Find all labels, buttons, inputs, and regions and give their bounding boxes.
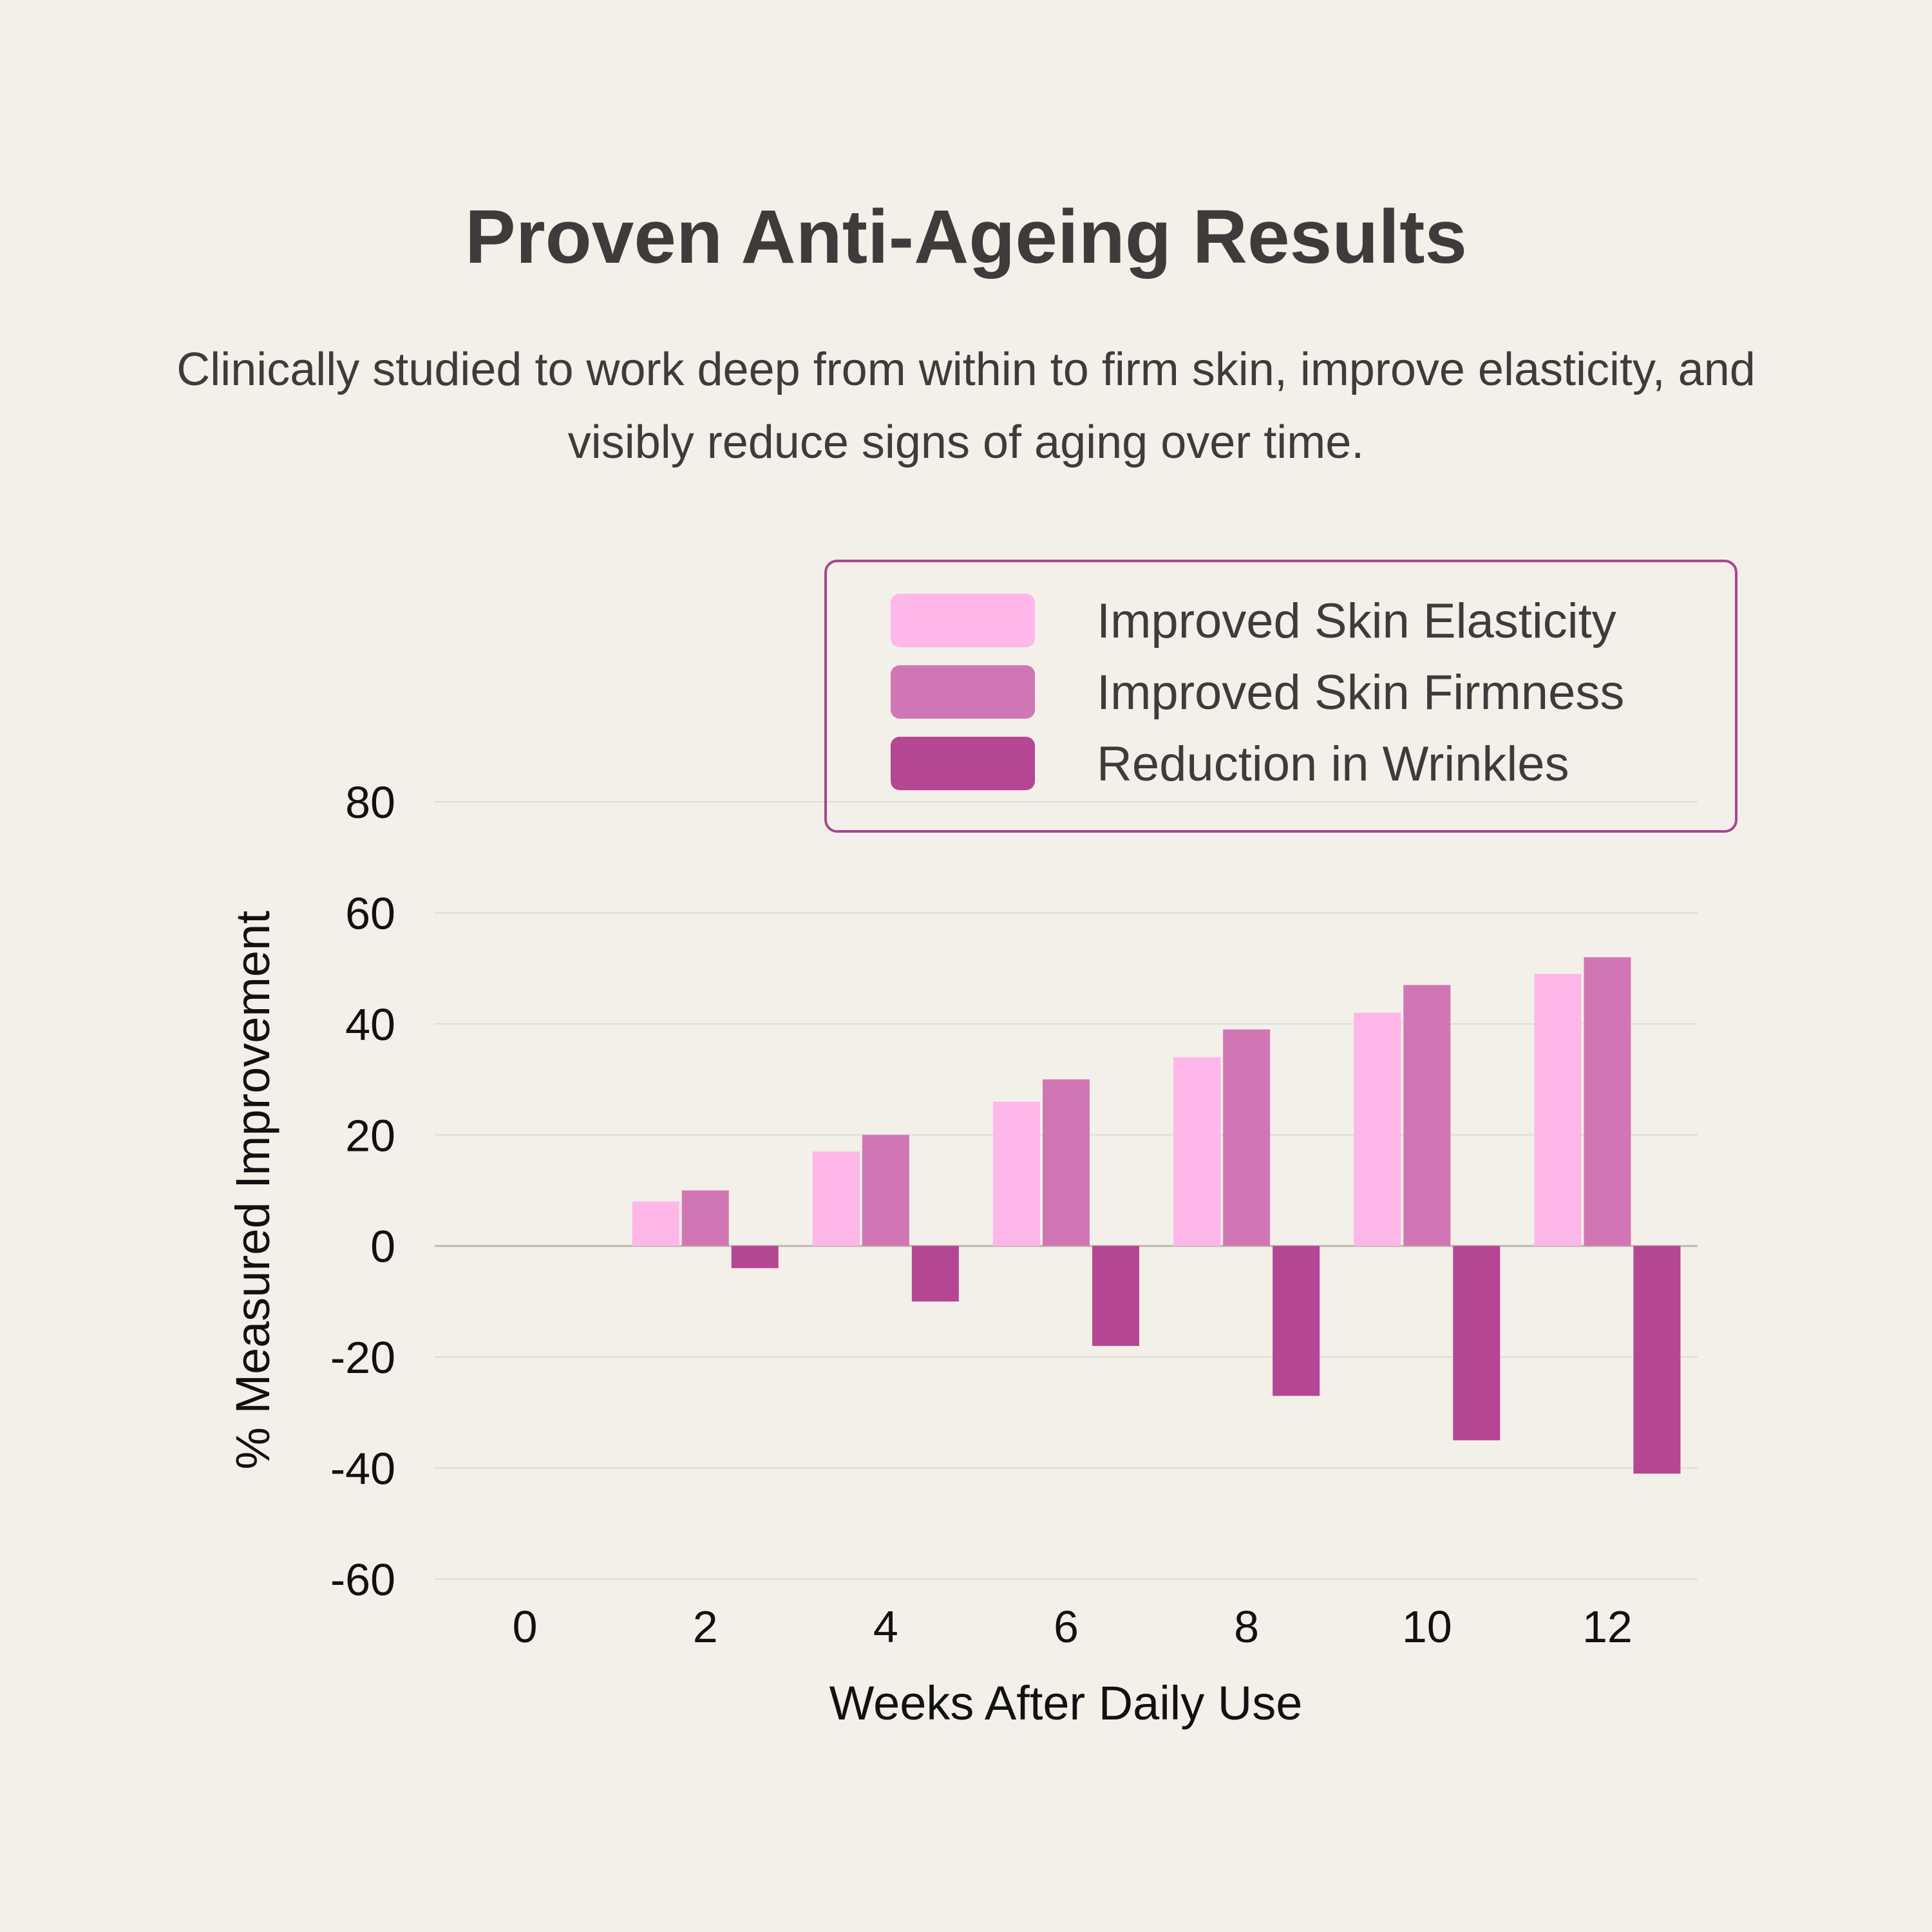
x-tick-label: 10: [1402, 1602, 1452, 1652]
bar-improved-skin-elasticity-week-2: [632, 1201, 679, 1246]
bar-reduction-in-wrinkles-week-6: [1092, 1245, 1139, 1346]
bar-improved-skin-elasticity-week-6: [993, 1101, 1040, 1246]
y-axis-label: % Measured Improvement: [226, 911, 279, 1470]
y-tick-label: 40: [345, 999, 395, 1050]
bar-improved-skin-firmness-week-12: [1584, 957, 1631, 1246]
x-tick-label: 2: [693, 1602, 718, 1652]
bar-improved-skin-firmness-week-6: [1043, 1079, 1090, 1246]
x-tick-label: 12: [1582, 1602, 1633, 1652]
bar-reduction-in-wrinkles-week-2: [731, 1245, 779, 1269]
x-tick-label: 0: [513, 1602, 538, 1652]
bar-improved-skin-firmness-week-4: [862, 1135, 909, 1246]
bar-reduction-in-wrinkles-week-10: [1453, 1245, 1501, 1441]
bars: [632, 957, 1681, 1474]
y-tick-label: 60: [345, 888, 395, 938]
bar-improved-skin-elasticity-week-4: [812, 1151, 860, 1246]
x-tick-label: 4: [873, 1602, 898, 1652]
legend-swatch: [891, 737, 1035, 790]
x-tick-label: 6: [1054, 1602, 1079, 1652]
bar-reduction-in-wrinkles-week-12: [1633, 1245, 1681, 1474]
legend-label: Improved Skin Firmness: [1097, 665, 1624, 720]
y-tick-label: -60: [330, 1555, 395, 1605]
legend-swatch: [891, 665, 1035, 719]
legend-label: Reduction in Wrinkles: [1097, 737, 1569, 791]
x-axis-label: Weeks After Daily Use: [829, 1676, 1303, 1730]
x-tick-label: 8: [1234, 1602, 1259, 1652]
legend-box: [824, 560, 1738, 833]
legend-swatch: [891, 594, 1035, 647]
legend: Improved Skin Elasticity Improved Skin Fi…: [824, 560, 1738, 833]
y-axis-ticks: 80 60 40 20 0 -20 -40 -60: [330, 777, 395, 1605]
y-tick-label: 80: [345, 777, 395, 828]
bar-improved-skin-elasticity-week-10: [1354, 1012, 1401, 1246]
x-axis-ticks: 0 2 4 6 8 10 12: [513, 1602, 1633, 1652]
bar-improved-skin-elasticity-week-12: [1534, 974, 1582, 1246]
bar-improved-skin-firmness-week-2: [681, 1190, 729, 1246]
chart-subtitle: Clinically studied to work deep from wit…: [176, 344, 1756, 468]
y-tick-label: -20: [330, 1332, 395, 1383]
bar-reduction-in-wrinkles-week-8: [1273, 1245, 1320, 1396]
legend-label: Improved Skin Elasticity: [1097, 594, 1616, 649]
bar-improved-skin-firmness-week-10: [1403, 985, 1451, 1246]
chart-title: Proven Anti-Ageing Results: [464, 194, 1467, 279]
bar-reduction-in-wrinkles-week-4: [911, 1245, 959, 1302]
y-tick-label: 0: [370, 1222, 395, 1272]
bar-improved-skin-elasticity-week-8: [1173, 1057, 1221, 1246]
bar-improved-skin-firmness-week-8: [1223, 1029, 1271, 1246]
y-tick-label: -40: [330, 1444, 395, 1494]
y-tick-label: 20: [345, 1110, 395, 1160]
